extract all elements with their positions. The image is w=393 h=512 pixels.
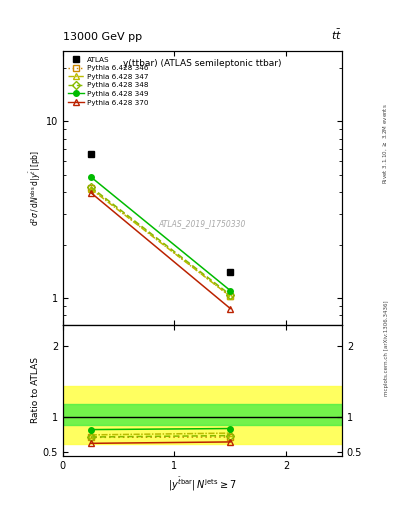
Text: Rivet 3.1.10, $\geq$ 3.2M events: Rivet 3.1.10, $\geq$ 3.2M events — [382, 103, 389, 184]
Text: ATLAS_2019_I1750330: ATLAS_2019_I1750330 — [159, 219, 246, 228]
Y-axis label: Ratio to ATLAS: Ratio to ATLAS — [31, 357, 40, 423]
Text: 13000 GeV pp: 13000 GeV pp — [63, 32, 142, 42]
Text: $t\bar{t}$: $t\bar{t}$ — [331, 28, 342, 42]
Legend: ATLAS, Pythia 6.428 346, Pythia 6.428 347, Pythia 6.428 348, Pythia 6.428 349, P: ATLAS, Pythia 6.428 346, Pythia 6.428 34… — [66, 55, 151, 107]
Text: y(ttbar) (ATLAS semileptonic ttbar): y(ttbar) (ATLAS semileptonic ttbar) — [123, 59, 282, 69]
Y-axis label: $\mathrm{d}^2\sigma\,/\,\mathrm{d}N^\mathrm{obs}\,\mathrm{d}|y^{\bar{t}}|\,[\mat: $\mathrm{d}^2\sigma\,/\,\mathrm{d}N^\mat… — [28, 150, 43, 226]
Bar — [63, 386, 342, 444]
Bar — [63, 404, 342, 425]
Text: mcplots.cern.ch [arXiv:1306.3436]: mcplots.cern.ch [arXiv:1306.3436] — [384, 301, 389, 396]
X-axis label: $|y^{\bar{t}\mathrm{bar}}|\,N^{\mathrm{jets}}\geq 7$: $|y^{\bar{t}\mathrm{bar}}|\,N^{\mathrm{j… — [168, 476, 237, 494]
